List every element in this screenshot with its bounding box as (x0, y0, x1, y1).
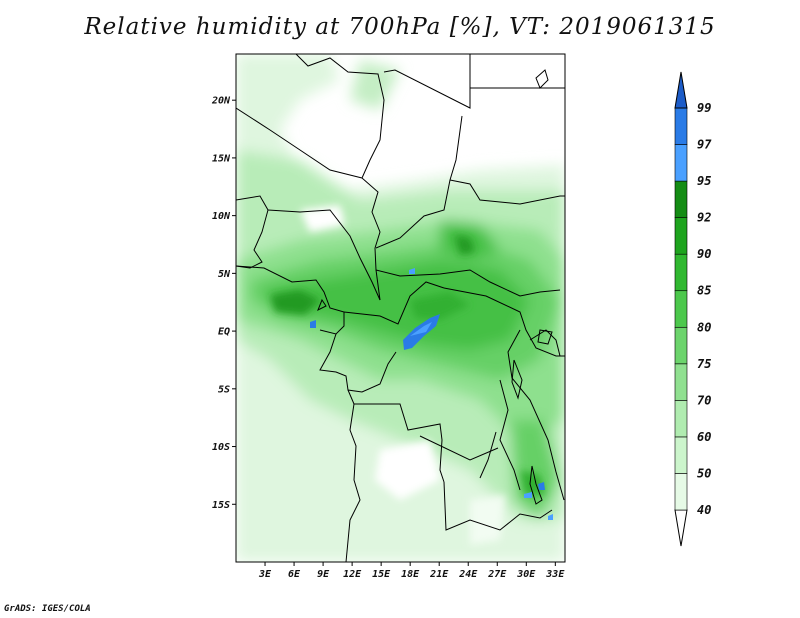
colorbar-box (674, 473, 688, 511)
colorbar-label: 97 (697, 138, 712, 152)
colorbar-box (674, 326, 688, 365)
lat-tick-label: 5N (218, 269, 231, 280)
lon-tick-label: 6E (288, 569, 301, 580)
colorbar-label: 60 (697, 430, 711, 444)
colorbar-label: 95 (697, 174, 711, 188)
lat-tick-label: 20N (211, 96, 231, 107)
lon-tick-label: 3E (258, 569, 272, 580)
lon-tick-label: 21E (429, 569, 449, 580)
country-borders (236, 54, 565, 562)
colorbar-label: 50 (697, 466, 711, 480)
lon-tick-label: 12E (343, 569, 362, 580)
colorbar-label: 75 (697, 357, 711, 371)
lon-tick-label: 24E (458, 569, 478, 580)
colorbar-box (674, 180, 688, 218)
longitude-axis: 3E 6E 9E 12E 15E 18E 21E 24E 27E 30E 33E (258, 562, 565, 580)
lat-tick-label: 15N (212, 153, 231, 164)
colorbar-label: 80 (697, 320, 711, 334)
lat-tick-label: 10S (212, 442, 230, 453)
latitude-axis: 20N 15N 10N 5N EQ 5S 10S 15S (211, 96, 236, 511)
map-frame (235, 53, 566, 563)
colorbar-box (674, 144, 688, 182)
lon-tick-label: 33E (545, 569, 565, 580)
colorbar: 40 50 60 70 75 80 85 90 92 95 97 99 (674, 71, 712, 547)
lon-tick-label: 9E (317, 569, 330, 580)
lat-tick-label: 5S (218, 384, 230, 395)
colorbar-label: 90 (697, 247, 711, 261)
colorbar-label: 92 (697, 211, 711, 225)
lat-tick-label: 15S (212, 500, 230, 511)
colorbar-upper-triangle (674, 71, 688, 109)
colorbar-label: 85 (697, 284, 711, 298)
humidity-field (236, 54, 565, 562)
colorbar-label: 70 (697, 393, 711, 407)
lon-tick-label: 18E (401, 569, 420, 580)
colorbar-box (674, 217, 688, 255)
colorbar-box (674, 436, 688, 474)
lat-tick-label: 10N (212, 211, 231, 222)
colorbar-label: 99 (697, 101, 711, 115)
lon-tick-label: 30E (516, 569, 536, 580)
colorbar-box (674, 400, 688, 438)
colorbar-box (674, 107, 688, 145)
map-title: Relative humidity at 700hPa [%], VT: 201… (84, 14, 716, 40)
colorbar-box (674, 363, 688, 401)
footer-credit: GrADS: IGES/COLA (4, 604, 91, 614)
colorbar-box (674, 253, 688, 292)
colorbar-label: 40 (697, 503, 711, 517)
lon-tick-label: 27E (487, 569, 507, 580)
colorbar-box (674, 290, 688, 328)
colorbar-lower-triangle (674, 509, 688, 547)
lat-tick-label: EQ (218, 327, 230, 338)
lon-tick-label: 15E (372, 569, 391, 580)
